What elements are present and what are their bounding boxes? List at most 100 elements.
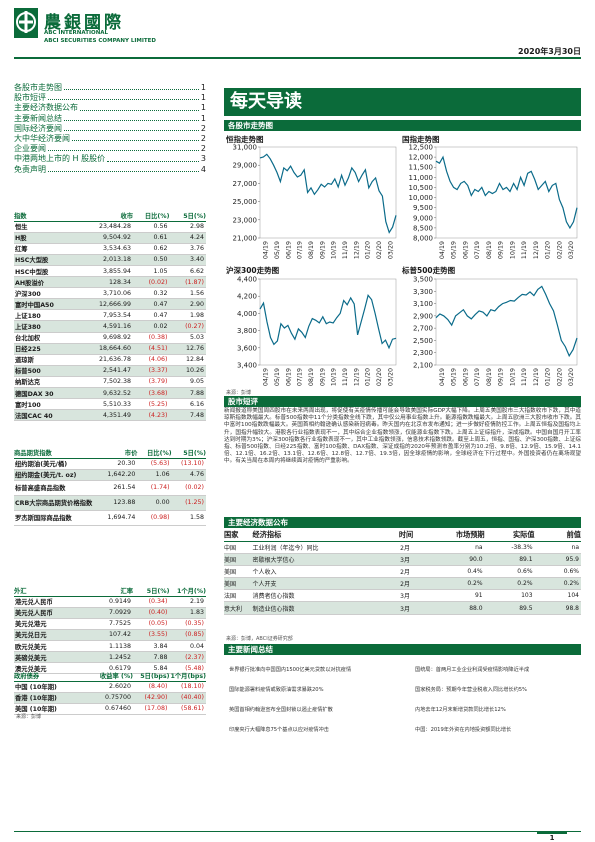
row-change-2: 4.24 — [169, 232, 206, 244]
table-row: 上证380 4,591.16 0.02 (0.27) — [14, 320, 206, 333]
index-table: 指数 收市 日比(%) 5日(%) 恒生 23,484.28 0.56 2.98 H股 9,504… — [14, 210, 206, 422]
row-name: 台北加权 — [14, 332, 87, 344]
toc-item[interactable]: 企业要闻 2 — [14, 144, 206, 154]
toc-item[interactable]: 免责声明 4 — [14, 165, 206, 175]
econ-time: 2月 — [384, 541, 428, 554]
toc-item-label: 国际经济要闻 — [14, 123, 62, 133]
series-line — [435, 155, 578, 230]
y-tick-label: 8,000 — [413, 235, 433, 243]
table-header-cell: 5日(bps) — [133, 670, 170, 682]
y-tick-label: 3,800 — [237, 327, 257, 335]
chart-title-hscei: 国指走势图 — [402, 135, 440, 144]
x-tick-label: 02/20 — [556, 241, 563, 259]
y-tick-label: 2,500 — [413, 337, 433, 345]
table-header-cell: 实际值 — [484, 529, 535, 542]
row-value: 20.30 — [94, 458, 138, 470]
toc-item[interactable]: 各股市走势图 1 — [14, 83, 206, 93]
row-change-1: (1.74) — [137, 480, 172, 496]
news-item[interactable]: 世界银行批准向中国国内1500亿美元贷款以对抗疫情 — [229, 667, 352, 673]
row-change-2: 2.19 — [169, 596, 206, 608]
fx-table: 外汇 汇率 5日(%) 1个月(%) 港元兑人民币 0.9149 (0.34) 2.19 美元兑… — [14, 585, 206, 675]
table-header-cell: 市价 — [94, 447, 138, 459]
chart-title-csi300: 沪深300走势图 — [226, 266, 280, 275]
table-row: CRB大宗商品期货价格指数 123.88 0.00 (1.25) — [14, 495, 206, 511]
toc-leader — [64, 83, 199, 91]
row-name: 美元兑港元 — [14, 618, 87, 630]
table-row: 英磅兑美元 1.2452 7.88 (2.37) — [14, 651, 206, 664]
row-change-1: (3.68) — [133, 387, 170, 400]
table-row: HSC中型股 3,855.94 1.05 6.62 — [14, 265, 206, 278]
econ-indicator: 密歇根大学信心 — [252, 553, 385, 566]
table-row: 纽约期油(美元/桶) 20.30 (5.63) (13.10) — [14, 458, 206, 470]
y-tick-label: 23,000 — [233, 216, 258, 224]
news-item[interactable]: 国际能源署料疫情或致原油需求暴跌20% — [229, 687, 324, 693]
toc-item[interactable]: 中港两地上市的 H 股股价 3 — [14, 154, 206, 164]
toc-item[interactable]: 主要新闻总结 1 — [14, 114, 206, 124]
news-item[interactable]: 内地去年12月末新增贷款同比增长12% — [415, 707, 506, 713]
y-tick-label: 8,500 — [413, 224, 433, 232]
x-tick-label: 08/19 — [486, 368, 493, 386]
econ-country: 美国 — [224, 577, 253, 591]
table-row: 美元兑人民币 7.0929 (0.40) 1.83 — [14, 607, 206, 619]
table-row: 欧元兑美元 1.1138 3.84 0.04 — [14, 640, 206, 653]
row-change-1: (0.02) — [133, 276, 170, 289]
news-item[interactable]: 印度央行大幅降息75个基点以应对疫情冲击 — [229, 727, 329, 733]
news-item[interactable]: 英国首相约翰逊宣布全国封锁以遏止疫情扩散 — [229, 707, 333, 713]
econ-time: 3月 — [384, 553, 428, 566]
row-value: 107.42 — [86, 629, 134, 641]
y-tick-label: 3,500 — [413, 276, 433, 284]
row-value: 261.54 — [94, 480, 138, 496]
row-value: 18,664.60 — [86, 343, 134, 355]
toc-item-page: 1 — [200, 93, 206, 103]
row-value: 1.1138 — [86, 640, 134, 653]
row-value: 0.75700 — [86, 692, 134, 704]
econ-source: 来源：彭博，ABCI证券研究部 — [226, 636, 293, 642]
toc-item[interactable]: 主要经济数据公布 1 — [14, 103, 206, 113]
chart-csi300: 3,400 3,600 3,800 4,000 4,200 4,400 04/19 05/19… — [237, 276, 397, 386]
row-change-2: 6.62 — [169, 265, 206, 278]
row-change-2: 10.26 — [169, 365, 206, 377]
econ-country: 意大利 — [224, 601, 253, 615]
row-value: 21,636.78 — [86, 354, 134, 366]
y-tick-label: 9,000 — [413, 214, 433, 222]
brand-name-chinese: 農銀國際 — [44, 13, 124, 33]
toc-item-page: 4 — [200, 164, 206, 174]
y-tick-label: 2,900 — [413, 312, 433, 320]
table-row: 法国CAC 40 4,351.49 (4.23) 7.48 — [14, 409, 206, 422]
section-econ-header: 主要经济数据公布 — [224, 517, 581, 528]
row-change-1: (0.05) — [133, 618, 170, 630]
econ-actual: 0.2% — [484, 577, 535, 591]
toc-item[interactable]: 大中华经济要闻 2 — [14, 134, 206, 144]
row-change-1: 0.47 — [133, 298, 170, 311]
y-tick-label: 11,000 — [409, 174, 434, 182]
row-value: 3,855.94 — [86, 265, 134, 278]
toc-item-label: 主要新闻总结 — [14, 113, 62, 123]
row-change-1: (4.06) — [133, 354, 170, 366]
news-item[interactable]: 中国：2019年外资在内地投资额同比增长 — [415, 727, 512, 733]
row-change-2: 1.83 — [169, 607, 206, 619]
y-tick-label: 4,200 — [237, 293, 257, 301]
econ-data-table: 国家 经济指标 时间 市场预期 实际值 前值 中国 工业利润（年迄今）同比 2月 na -38.3%… — [224, 529, 581, 615]
row-name: 中国 (10年期) — [14, 681, 87, 693]
toc-item[interactable]: 国际经济要闻 2 — [14, 124, 206, 134]
x-tick-label: 04/19 — [439, 368, 446, 386]
table-header-cell: 经济指标 — [252, 529, 385, 542]
news-item[interactable]: 国家税务局：预期今年营业税收入同比增长约5% — [415, 687, 527, 693]
row-value: 1,642.20 — [94, 469, 138, 481]
row-change-2: 7.48 — [169, 409, 206, 422]
row-name: CRB大宗商品期货价格指数 — [14, 495, 95, 511]
table-header-cell: 日比(%) — [133, 210, 170, 222]
table-header-cell: 商品期货指数 — [14, 447, 95, 459]
table-row: AH股溢价 128.34 (0.02) (1.87) — [14, 276, 206, 289]
y-tick-label: 25,000 — [233, 198, 258, 206]
econ-actual: 103 — [484, 589, 535, 603]
table-row: 德国DAX 30 9,632.52 (3.68) 7.88 — [14, 387, 206, 400]
row-value: 2,013.18 — [86, 254, 134, 266]
row-name: 纽约期油(美元/桶) — [14, 458, 95, 470]
toc-item[interactable]: 股市短评 1 — [14, 93, 206, 103]
toc-item-label: 中港两地上市的 H 股股价 — [14, 154, 106, 164]
plot-frame — [435, 278, 578, 366]
toc-leader — [48, 144, 199, 152]
news-item[interactable]: 国统局：首两月工业企业利润受疫情影响降近半成 — [415, 667, 530, 673]
x-tick-label: 08/19 — [486, 241, 493, 259]
